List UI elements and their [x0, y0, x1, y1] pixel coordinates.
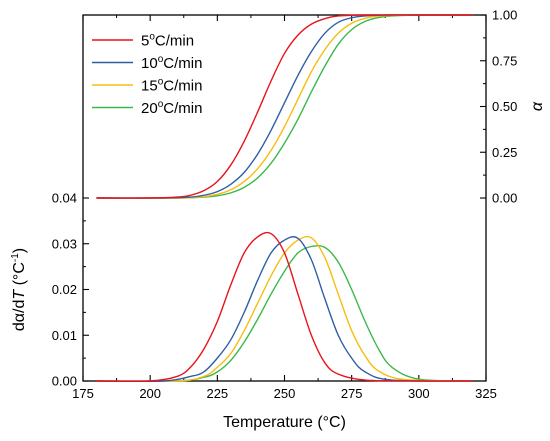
legend-label: 15oC/min — [141, 77, 202, 95]
right-tick-label: 0.00 — [492, 191, 517, 206]
left-axis-title-variable: T — [11, 289, 28, 300]
legend-label: 5oC/min — [141, 32, 194, 50]
left-tick-label: 0.00 — [52, 374, 77, 389]
rate-curve-3 — [96, 244, 473, 382]
conversion-curve-0 — [96, 14, 473, 199]
right-tick-label: 1.00 — [492, 8, 517, 23]
right-tick-label: 0.75 — [492, 53, 517, 68]
x-tick-label: 275 — [341, 386, 363, 401]
left-axis-title-exponent: -1 — [10, 253, 21, 262]
left-tick-labels: 0.00 0.01 0.02 0.03 0.04 — [52, 191, 77, 389]
x-tick-labels: 175 200 225 250 275 300 325 — [72, 386, 497, 401]
conversion-curve-2 — [96, 14, 473, 199]
series-curves — [96, 14, 473, 383]
x-tick-label: 300 — [408, 386, 430, 401]
right-tick-labels: 0.00 0.25 0.50 0.75 1.00 — [492, 8, 517, 206]
x-tick-label: 175 — [72, 386, 94, 401]
legend-label: 10oC/min — [141, 54, 202, 72]
left-axis-title-close: ) — [11, 248, 28, 253]
right-tick-label: 0.50 — [492, 99, 517, 114]
rate-curve-1 — [96, 236, 473, 383]
legend-label: 20oC/min — [141, 99, 202, 117]
x-tick-label: 225 — [206, 386, 228, 401]
left-axis-title-unit: (°C — [11, 262, 28, 290]
x-tick-label: 250 — [274, 386, 296, 401]
left-axis-title: dα/dT (°C-1) — [10, 248, 28, 331]
legend: 5oC/min 10oC/min 15oC/min 20oC/min — [92, 32, 202, 117]
right-axis-title: α — [529, 101, 546, 111]
left-axis-title-prefix: dα/d — [11, 300, 28, 332]
x-tick-label: 200 — [139, 386, 161, 401]
rate-curve-2 — [96, 235, 473, 383]
axis-ticks — [82, 14, 487, 382]
left-tick-label: 0.03 — [52, 236, 77, 251]
right-tick-label: 0.25 — [492, 145, 517, 160]
x-axis-title: Temperature (°C) — [223, 414, 346, 431]
x-tick-label: 325 — [475, 386, 497, 401]
conversion-curve-1 — [96, 14, 473, 199]
rate-curve-0 — [96, 231, 473, 383]
left-tick-label: 0.01 — [52, 328, 77, 343]
left-tick-label: 0.04 — [52, 191, 77, 206]
left-tick-label: 0.02 — [52, 282, 77, 297]
